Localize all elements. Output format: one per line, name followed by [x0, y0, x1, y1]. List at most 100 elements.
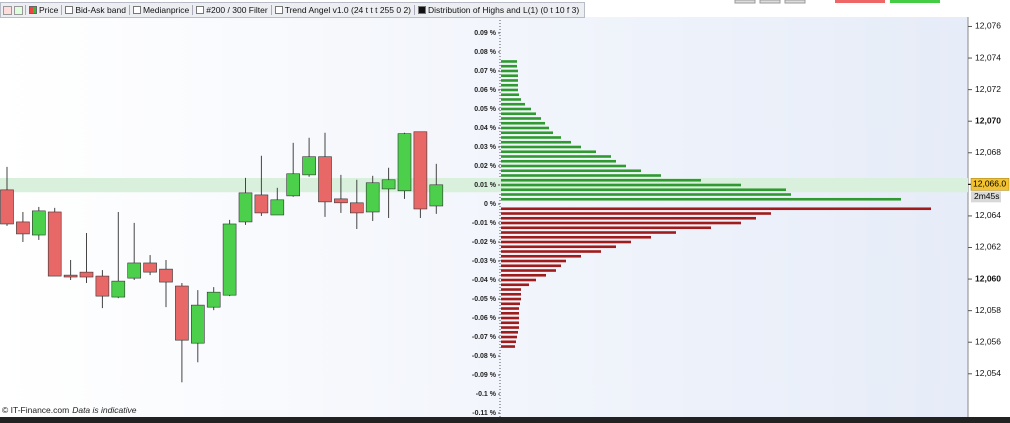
- y-tick-label: 0.06 %: [474, 87, 497, 94]
- y-tick-label: 12,072: [975, 84, 1001, 94]
- y-tick-label: -0.11 %: [472, 410, 497, 417]
- y-tick-label: -0.03 %: [472, 258, 497, 265]
- candle-body: [127, 262, 141, 279]
- distribution-bar: [501, 235, 651, 239]
- distribution-bar: [501, 307, 519, 310]
- candle-body: [16, 221, 30, 235]
- candle-body: [95, 275, 110, 297]
- top-button[interactable]: [734, 0, 756, 4]
- indicator-item[interactable]: Bid-Ask band: [65, 5, 126, 15]
- distribution-bar: [501, 178, 701, 182]
- buy-button[interactable]: [890, 0, 940, 3]
- distribution-bar: [501, 107, 531, 111]
- y-tick-label: 0.08 %: [474, 49, 497, 56]
- candle-body: [318, 156, 332, 203]
- y-tick-label: 0 %: [484, 201, 497, 208]
- distribution-bar: [501, 231, 676, 234]
- candle-body: [111, 280, 126, 298]
- sell-button[interactable]: [835, 0, 885, 3]
- distribution-bar: [501, 88, 518, 92]
- y-tick-label: 12,058: [975, 305, 1001, 315]
- indicator-item[interactable]: #200 / 300 Filter: [196, 5, 268, 15]
- distribution-bar: [501, 112, 536, 116]
- y-tick-label: 12,064: [975, 210, 1001, 220]
- candle-body: [413, 131, 428, 210]
- distribution-bar: [501, 316, 519, 320]
- y-tick-label: 12,054: [975, 368, 1001, 378]
- distribution-bar: [501, 216, 756, 220]
- distribution-bar: [501, 150, 596, 154]
- distribution-bar: [501, 259, 566, 263]
- indicator-label: Distribution of Highs and L(1) (0 t 10 f…: [428, 5, 580, 15]
- distribution-bar: [501, 335, 517, 339]
- distribution-bar: [501, 64, 517, 68]
- candle-body: [191, 304, 205, 344]
- candle-body: [159, 268, 173, 283]
- indicator-checkbox[interactable]: [132, 6, 141, 14]
- y-tick-label: -0.04 %: [472, 277, 497, 284]
- distribution-bar: [501, 159, 616, 163]
- settings-icon[interactable]: [14, 5, 23, 15]
- indicator-item[interactable]: Trend Angel v1.0 (24 t t t 255 0 2): [274, 5, 412, 15]
- y-tick-label: -0.07 %: [472, 334, 497, 341]
- candle-body: [334, 198, 348, 204]
- y-tick-label: 12,074: [975, 52, 1001, 62]
- y-tick-label: 0.04 %: [474, 125, 497, 132]
- indicator-checkbox[interactable]: [274, 6, 283, 14]
- distribution-bar: [501, 79, 518, 82]
- candle-body: [175, 285, 189, 341]
- distribution-bar: [501, 183, 741, 187]
- distribution-bar: [501, 102, 525, 106]
- candle-body: [349, 202, 364, 214]
- separator: [25, 5, 26, 15]
- candle-body: [206, 291, 221, 308]
- distribution-bar: [501, 226, 711, 230]
- distribution-bar: [501, 212, 771, 215]
- top-button[interactable]: [759, 0, 781, 4]
- indicator-checkbox[interactable]: [29, 6, 37, 14]
- distribution-bar: [501, 117, 541, 120]
- separator: [128, 5, 130, 15]
- distribution-bar: [501, 250, 601, 253]
- indicator-item[interactable]: Medianprice: [132, 5, 189, 15]
- y-tick-label: -0.09 %: [472, 372, 497, 379]
- y-tick-label: 0.05 %: [474, 106, 497, 113]
- distribution-bar: [501, 311, 519, 315]
- plot-background: [0, 17, 968, 418]
- indicator-label: Trend Angel v1.0 (24 t t t 255 0 2): [284, 5, 412, 15]
- y-tick-label: 0.07 %: [474, 68, 497, 75]
- remove-icon[interactable]: [3, 5, 12, 15]
- distribution-bar: [501, 155, 611, 158]
- distribution-bar: [501, 83, 518, 87]
- distribution-bar: [501, 292, 521, 296]
- indicator-item[interactable]: Price: [29, 5, 58, 15]
- indicator-checkbox[interactable]: [418, 6, 427, 14]
- distribution-bar: [501, 340, 516, 344]
- distribution-bar: [501, 164, 626, 168]
- indicator-checkbox[interactable]: [196, 6, 205, 14]
- separator: [414, 5, 416, 15]
- indicator-checkbox[interactable]: [65, 6, 74, 14]
- y-tick-label: -0.1 %: [476, 391, 497, 398]
- distribution-bar: [501, 297, 521, 301]
- candle-body: [286, 173, 301, 197]
- price-tag: [970, 178, 1010, 191]
- footer-text: © IT-Finance.com: [2, 405, 70, 415]
- distribution-bar: [501, 264, 561, 268]
- distribution-bar: [501, 140, 571, 144]
- distribution-bar: [501, 240, 631, 244]
- y-tick-label: 12,068: [975, 147, 1001, 157]
- candle-body: [222, 223, 237, 296]
- distribution-bar: [501, 126, 549, 130]
- top-button[interactable]: [784, 0, 806, 4]
- distribution-bar: [501, 273, 546, 277]
- distribution-bar: [501, 221, 741, 225]
- indicator-item[interactable]: Distribution of Highs and L(1) (0 t 10 f…: [418, 5, 579, 15]
- y-tick-label: 12,062: [975, 242, 1001, 252]
- y-tick-label: 12,056: [975, 336, 1001, 346]
- distribution-bar: [501, 193, 791, 196]
- distribution-bar: [501, 326, 519, 329]
- indicator-toolbar: Price Bid-Ask band Medianprice #200 / 300 F…: [0, 2, 586, 18]
- candle-body: [238, 192, 253, 223]
- candle-body: [79, 271, 94, 278]
